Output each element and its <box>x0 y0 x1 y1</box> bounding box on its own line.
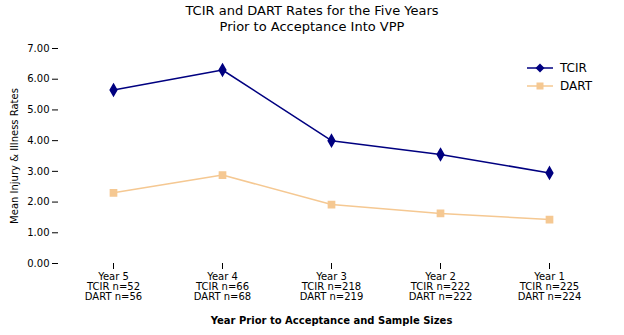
svg-text:5.00: 5.00 <box>27 104 49 115</box>
svg-text:Year Prior to Acceptance and S: Year Prior to Acceptance and Sample Size… <box>210 314 453 325</box>
html-text:TCIR: TCIR <box>560 61 587 75</box>
svg-text:0.00: 0.00 <box>27 257 49 268</box>
svg-text:Mean Injury & Illness Rates: Mean Injury & Illness Rates <box>9 88 20 224</box>
svg-text:Year 2TCIR n=222DART n=222: Year 2TCIR n=222DART n=222 <box>409 270 473 301</box>
svg-text:1.00: 1.00 <box>27 226 49 237</box>
svg-text:3.00: 3.00 <box>27 165 49 176</box>
svg-text:2.00: 2.00 <box>27 196 49 207</box>
svg-text:4.00: 4.00 <box>27 134 49 145</box>
svg-text:Year 1TCIR n=225DART n=224: Year 1TCIR n=225DART n=224 <box>518 270 582 301</box>
svg-text:6.00: 6.00 <box>27 73 49 84</box>
html-text:TCIR and DART Rates for the Fi: TCIR and DART Rates for the Five Years P… <box>185 3 439 35</box>
svg-text:Year 5TCIR n=52DART n=56: Year 5TCIR n=52DART n=56 <box>85 270 142 301</box>
svg-text:Year 4TCIR n=66DART n=68: Year 4TCIR n=66DART n=68 <box>194 270 251 301</box>
html-text:DART: DART <box>560 79 592 93</box>
svg-text:7.00: 7.00 <box>27 42 49 53</box>
svg-text:Year 3TCIR n=218DART n=219: Year 3TCIR n=218DART n=219 <box>300 270 364 301</box>
